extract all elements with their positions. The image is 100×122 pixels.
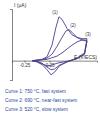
y-axis-line: [10, 10, 13, 81]
legend-entry: Curve 1: 750 °C, fast system: [5, 89, 66, 94]
curve: [32, 17, 87, 75]
curve: [32, 30, 87, 70]
annotation: (3): [85, 32, 91, 37]
legend: Curve 1: 750 °C, fast system Curve 2: 690…: [5, 89, 77, 112]
legend-entry: Curve 2: 690 °C, near-fast system: [5, 98, 77, 103]
plot-area: [32, 17, 87, 75]
annotation: (2): [70, 23, 76, 28]
annotation: (1): [52, 10, 58, 15]
legend-entry: Curve 3: 520 °C, slow system: [5, 107, 68, 112]
y-axis-title: I (µA): [14, 2, 27, 8]
x-tick: -0.25: [20, 61, 31, 68]
y-axis: [10, 10, 13, 81]
x-axis-title: E (V/ECS): [74, 54, 97, 60]
x-tick-label: -0.25: [20, 63, 31, 68]
chart: -0.250.25I (µA)E (V/ECS)(1)(2)(3)Curve 1…: [0, 0, 100, 122]
